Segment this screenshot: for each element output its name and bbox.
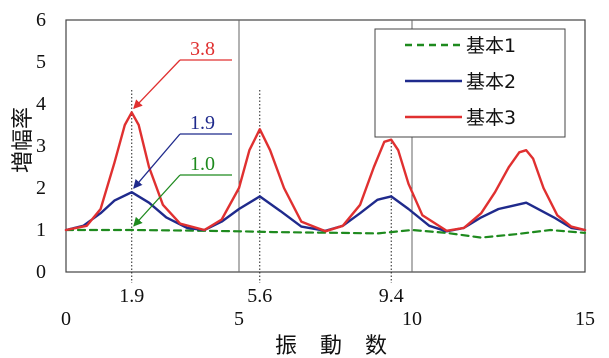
series-line-基本1 bbox=[64, 228, 587, 239]
reference-label: 5.6 bbox=[247, 285, 272, 307]
y-tick-label: 0 bbox=[36, 261, 46, 283]
annotation-arrow bbox=[133, 174, 181, 227]
reference-label: 9.4 bbox=[379, 285, 404, 307]
annotation-label: 1.9 bbox=[190, 112, 215, 134]
legend-box bbox=[374, 28, 566, 138]
y-tick-label: 6 bbox=[36, 9, 46, 31]
x-tick-label: 10 bbox=[402, 308, 422, 330]
legend: 基本1 基本2 基本3 bbox=[374, 28, 566, 138]
annotation-arrow bbox=[133, 133, 181, 189]
x-tick-label: 0 bbox=[61, 308, 71, 330]
y-tick-label: 3 bbox=[36, 135, 46, 157]
legend-label: 基本1 bbox=[466, 35, 516, 57]
reference-label: 1.9 bbox=[119, 285, 144, 307]
y-tick-label: 4 bbox=[36, 93, 46, 115]
annotation-label: 1.0 bbox=[190, 153, 215, 175]
legend-label: 基本2 bbox=[466, 71, 516, 93]
annotation-arrow bbox=[133, 59, 181, 110]
y-tick-label: 5 bbox=[36, 51, 46, 73]
x-tick-label: 15 bbox=[575, 308, 595, 330]
annotation-label: 3.8 bbox=[190, 38, 215, 60]
series-layer bbox=[64, 111, 587, 239]
y-tick-label: 1 bbox=[36, 219, 46, 241]
y-tick-label: 2 bbox=[36, 177, 46, 199]
x-tick-label: 5 bbox=[234, 308, 244, 330]
series-line-基本3 bbox=[64, 111, 587, 233]
x-axis-title: 振 動 数 bbox=[275, 334, 395, 358]
annotations: 3.8 1.9 1.0 bbox=[133, 38, 232, 227]
y-axis-title: 増幅率 bbox=[11, 107, 36, 173]
legend-label: 基本3 bbox=[466, 107, 516, 129]
